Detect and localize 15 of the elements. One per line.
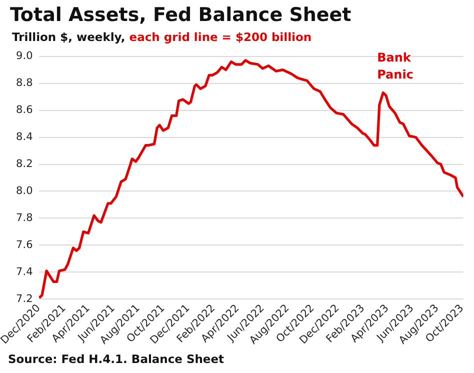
y-tick-label: 8.8 bbox=[16, 77, 33, 90]
source-note: Source: Fed H.4.1. Balance Sheet bbox=[8, 352, 224, 366]
text: each grid line = $200 billion bbox=[129, 30, 312, 44]
y-tick-label: 8.0 bbox=[16, 184, 33, 197]
y-tick-label: 7.2 bbox=[16, 292, 33, 305]
y-tick-label: 7.4 bbox=[16, 266, 34, 278]
y-tick-label: 9.0 bbox=[16, 50, 33, 62]
chart-title: Total Assets, Fed Balance Sheet bbox=[10, 4, 352, 26]
y-tick-label: 7.8 bbox=[16, 212, 33, 224]
y-tick-label: 7.6 bbox=[16, 238, 34, 251]
y-tick-label: 8.2 bbox=[16, 158, 33, 170]
annotation: Bank Panic bbox=[377, 50, 414, 82]
chart-subtitle: Trillion $, weekly, bbox=[12, 30, 126, 44]
y-tick-label: 8.4 bbox=[16, 131, 34, 143]
y-tick-label: 8.6 bbox=[16, 104, 34, 116]
